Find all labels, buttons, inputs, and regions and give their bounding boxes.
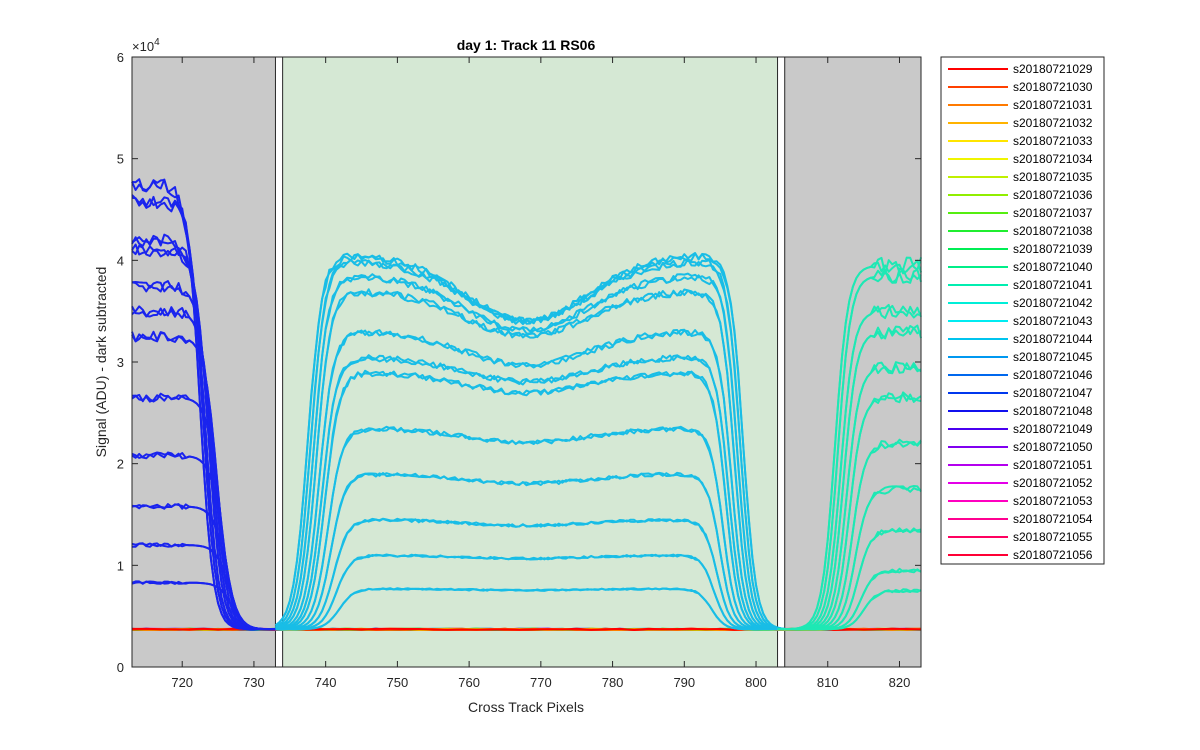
legend-label-10: s20180721039 xyxy=(1013,242,1093,256)
x-tick-label-10: 820 xyxy=(889,675,911,690)
legend-label-1: s20180721030 xyxy=(1013,80,1093,94)
center-trace-11-b xyxy=(275,587,785,631)
legend-label-21: s20180721050 xyxy=(1013,440,1093,454)
legend-label-2: s20180721031 xyxy=(1013,98,1093,112)
chart-traces xyxy=(131,178,922,631)
legend: s20180721029 s20180721030 s20180721031 s201… xyxy=(940,56,1105,565)
legend-label-7: s20180721036 xyxy=(1013,188,1093,202)
x-tick-label-8: 800 xyxy=(745,675,767,690)
legend-label-24: s20180721053 xyxy=(1013,494,1093,508)
left-trace-11-b xyxy=(131,580,276,631)
center-trace-10-b xyxy=(275,553,785,631)
x-tick-label-7: 790 xyxy=(673,675,695,690)
x-tick-label-1: 730 xyxy=(243,675,265,690)
legend-label-22: s20180721051 xyxy=(1013,458,1093,472)
legend-label-14: s20180721043 xyxy=(1013,314,1093,328)
y-tick-label-6: 6 xyxy=(117,50,124,65)
legend-label-5: s20180721034 xyxy=(1013,152,1093,166)
legend-label-4: s20180721033 xyxy=(1013,134,1093,148)
center-trace-1-b xyxy=(275,258,785,630)
center-trace-0-b xyxy=(274,252,785,630)
chart-title: day 1: Track 11 RS06 xyxy=(457,37,596,53)
y-exponent-label: ×104 xyxy=(132,37,160,54)
legend-label-15: s20180721044 xyxy=(1013,332,1093,346)
region-active-1 xyxy=(282,56,779,668)
legend-label-0: s20180721029 xyxy=(1013,62,1093,76)
legend-label-16: s20180721045 xyxy=(1013,350,1093,364)
legend-label-9: s20180721038 xyxy=(1013,224,1093,238)
right-trace-10-b xyxy=(777,588,922,631)
center-trace-5-b xyxy=(275,354,785,631)
y-axis-ticks: 0 1 2 3 4 5 6 xyxy=(117,50,921,675)
y-exponent-power: 4 xyxy=(154,37,160,48)
center-trace-4-b xyxy=(275,328,785,631)
legend-label-17: s20180721046 xyxy=(1013,368,1093,382)
y-exponent-base: ×10 xyxy=(132,39,154,54)
x-tick-label-3: 750 xyxy=(387,675,409,690)
legend-label-11: s20180721040 xyxy=(1013,260,1093,274)
y-tick-label-3: 3 xyxy=(117,355,124,370)
legend-label-20: s20180721049 xyxy=(1013,422,1093,436)
legend-label-26: s20180721055 xyxy=(1013,530,1093,544)
legend-label-8: s20180721037 xyxy=(1013,206,1093,220)
legend-label-23: s20180721052 xyxy=(1013,476,1093,490)
x-tick-label-6: 780 xyxy=(602,675,624,690)
x-tick-label-5: 770 xyxy=(530,675,552,690)
legend-label-13: s20180721042 xyxy=(1013,296,1093,310)
y-tick-label-4: 4 xyxy=(117,253,124,268)
legend-label-19: s20180721048 xyxy=(1013,404,1093,418)
center-trace-6-b xyxy=(275,370,785,631)
y-tick-label-1: 1 xyxy=(117,558,124,573)
y-tick-label-0: 0 xyxy=(117,660,124,675)
legend-label-25: s20180721054 xyxy=(1013,512,1093,526)
x-axis-ticks: 720 730 740 750 760 770 780 790 800 810 820 xyxy=(171,57,910,690)
x-tick-label-4: 760 xyxy=(458,675,480,690)
y-tick-label-2: 2 xyxy=(117,457,124,472)
y-axis-label: Signal (ADU) - dark subtracted xyxy=(93,267,109,458)
x-tick-label-9: 810 xyxy=(817,675,839,690)
legend-label-27: s20180721056 xyxy=(1013,548,1093,562)
legend-label-12: s20180721041 xyxy=(1013,278,1093,292)
center-trace-7-b xyxy=(275,426,785,631)
y-tick-label-5: 5 xyxy=(117,152,124,167)
x-axis-label: Cross Track Pixels xyxy=(468,699,584,715)
x-tick-label-2: 740 xyxy=(315,675,337,690)
center-trace-3-b xyxy=(275,288,785,631)
center-trace-9-b xyxy=(275,517,785,631)
legend-label-6: s20180721035 xyxy=(1013,170,1093,184)
x-tick-label-0: 720 xyxy=(171,675,193,690)
region-shading xyxy=(131,56,922,668)
center-trace-8-b xyxy=(275,471,785,631)
legend-label-3: s20180721032 xyxy=(1013,116,1093,130)
legend-label-18: s20180721047 xyxy=(1013,386,1093,400)
